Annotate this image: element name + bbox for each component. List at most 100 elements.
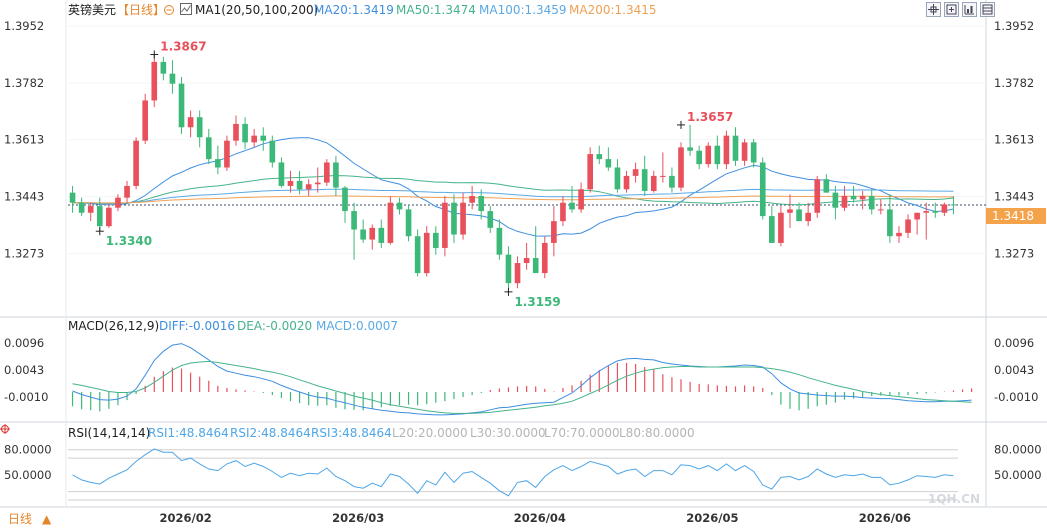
candle (714, 135, 721, 170)
ma50-value: MA50:1.3474 (396, 3, 476, 17)
macd-tick-label: 0.0096 (994, 336, 1034, 350)
candle (414, 229, 421, 277)
candle-body (360, 229, 366, 240)
candle-body (932, 211, 939, 213)
candle-body (342, 187, 348, 212)
candle (596, 145, 603, 165)
candle (605, 147, 612, 171)
candle (750, 139, 757, 168)
layout-icon[interactable] (980, 2, 995, 17)
macd-dea-value: DEA:-0.0020 (237, 319, 312, 333)
indicator-toggle-icon[interactable] (180, 3, 192, 15)
candle-body (696, 150, 702, 165)
candle (868, 189, 875, 215)
candle-body (714, 145, 721, 165)
rsi-line (72, 448, 954, 497)
candle (551, 206, 557, 257)
candle (896, 226, 902, 243)
macd-diff-value: DIFF:-0.0016 (159, 319, 235, 333)
period-dropdown-arrow[interactable]: ▲ (42, 512, 52, 526)
period-button[interactable]: 日线 (8, 512, 32, 526)
candle (278, 157, 285, 188)
candle-body (496, 227, 503, 255)
crosshair-icon[interactable] (926, 2, 941, 17)
candle (814, 175, 821, 218)
candle (115, 194, 121, 212)
candle (451, 194, 457, 243)
candle-body (623, 175, 630, 190)
candle (660, 152, 666, 183)
candle-body (641, 169, 648, 191)
candle-body (260, 135, 267, 141)
candle-body (650, 175, 657, 191)
candle-body (850, 195, 857, 200)
period-label[interactable]: 【日线】 (117, 3, 165, 17)
candle (796, 202, 802, 222)
candle (96, 197, 103, 232)
candle-body (669, 175, 675, 188)
macd-macd-value: MACD:0.0007 (316, 319, 398, 333)
candle-body (723, 135, 730, 165)
candle (369, 224, 376, 250)
candle-body (605, 159, 612, 168)
candle-body (778, 212, 784, 243)
macd-tick-label-left: -0.0010 (4, 390, 48, 404)
candle-body (405, 209, 412, 237)
candle-body (432, 232, 439, 248)
candle-body (841, 195, 848, 208)
price-tick-label-left: 1.3443 (4, 190, 44, 204)
candle (941, 202, 948, 217)
candle-body (287, 180, 294, 186)
candle (614, 159, 621, 193)
ma200-value: MA200:1.3415 (569, 3, 657, 17)
candle (759, 157, 766, 220)
price-tick-label-left: 1.3273 (4, 247, 44, 261)
rsi-tick-label-left: 50.0000 (4, 468, 52, 482)
candle (69, 185, 76, 213)
candle-body (505, 254, 512, 284)
extreme-label: 1.3867 (160, 40, 206, 54)
candle-body (832, 192, 839, 208)
candle-body (551, 221, 557, 243)
zoom-icon[interactable] (944, 2, 959, 17)
candle (923, 202, 930, 240)
candle (78, 197, 85, 217)
indicator-icon[interactable] (962, 2, 977, 17)
candle-body (514, 263, 521, 284)
candle (705, 142, 712, 168)
settings-icon[interactable] (164, 5, 174, 15)
candle (832, 185, 839, 220)
candle (351, 202, 357, 260)
candle (160, 56, 167, 81)
candle-body (787, 209, 793, 213)
candle-body (732, 135, 739, 161)
macd-tick-label: -0.0010 (994, 390, 1038, 404)
rsi-tick-label: 50.0000 (994, 468, 1042, 482)
candle (641, 155, 648, 196)
candle-body (759, 162, 766, 217)
target-icon[interactable] (0, 424, 10, 434)
candle (541, 236, 548, 279)
l30-value: L30:30.0000 (470, 426, 546, 440)
price-tick-label: 1.3782 (994, 76, 1034, 90)
candle (823, 174, 830, 193)
candle (932, 202, 939, 218)
candle (905, 214, 911, 238)
candle-body (741, 142, 748, 161)
ma100-line (72, 188, 954, 204)
macd-tick-label: 0.0043 (994, 363, 1034, 377)
l80-value: L80:80.0000 (619, 426, 695, 440)
candle-body (750, 142, 757, 163)
rsi3-value: RSI3:48.8464 (311, 426, 392, 440)
rsi1-value: RSI1:48.8464 (148, 426, 229, 440)
candle (696, 145, 702, 170)
macd-tick-label-left: 0.0096 (4, 336, 44, 350)
candle (378, 219, 385, 248)
candle (196, 110, 203, 148)
candle-body (923, 211, 930, 213)
candle (523, 242, 530, 270)
candle (187, 110, 194, 138)
candle (650, 170, 657, 193)
candle-body (442, 202, 448, 248)
